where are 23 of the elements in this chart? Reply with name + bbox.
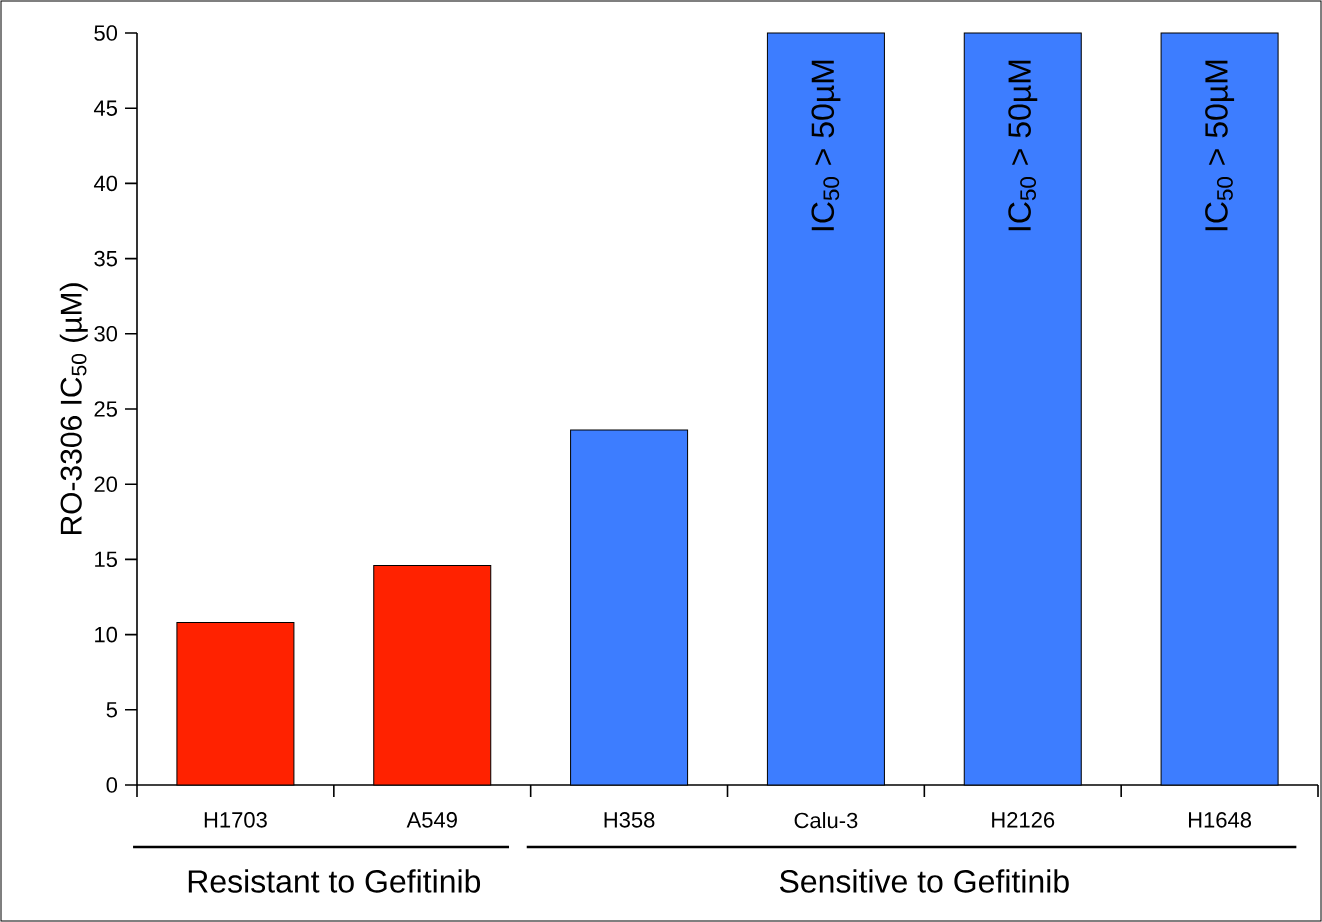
x-tick-label: Calu-3 (794, 812, 858, 829)
y-tick-label: 30 (94, 326, 118, 342)
x-tick-label: A549 (406, 812, 457, 828)
annotation: IC$_{50}$ > 50µM (811, 60, 841, 231)
x-tick-label: H1648 (1188, 812, 1252, 828)
x-tick-label: H358 (604, 812, 655, 828)
y-tick-label: 50 (94, 25, 118, 41)
y-tick-label: 20 (94, 476, 118, 492)
annotation: IC$_{50}$ > 50µM (1205, 60, 1235, 231)
text: Sensitive to Gefitinib (779, 869, 1069, 893)
y-tick-label: 10 (95, 626, 118, 643)
x-tick-label: H2126 (992, 812, 1055, 828)
y-tick-label: 40 (93, 175, 118, 192)
y-axis-title: RO-3306 IC$_{50}$ (µM) (59, 283, 88, 535)
annotation: IC$_{50}$ > 50µM (1008, 60, 1038, 231)
text: Resistant to Gefitinib (188, 869, 481, 893)
y-tick-label: 15 (95, 551, 117, 568)
y-tick-label: 45 (93, 100, 117, 116)
y-tick-label: 5 (106, 702, 117, 718)
x-tick-label: H1703 (204, 812, 267, 828)
y-tick-label: 0 (106, 777, 118, 793)
y-tick-label: 25 (94, 401, 117, 417)
y-tick-label: 35 (94, 250, 117, 267)
